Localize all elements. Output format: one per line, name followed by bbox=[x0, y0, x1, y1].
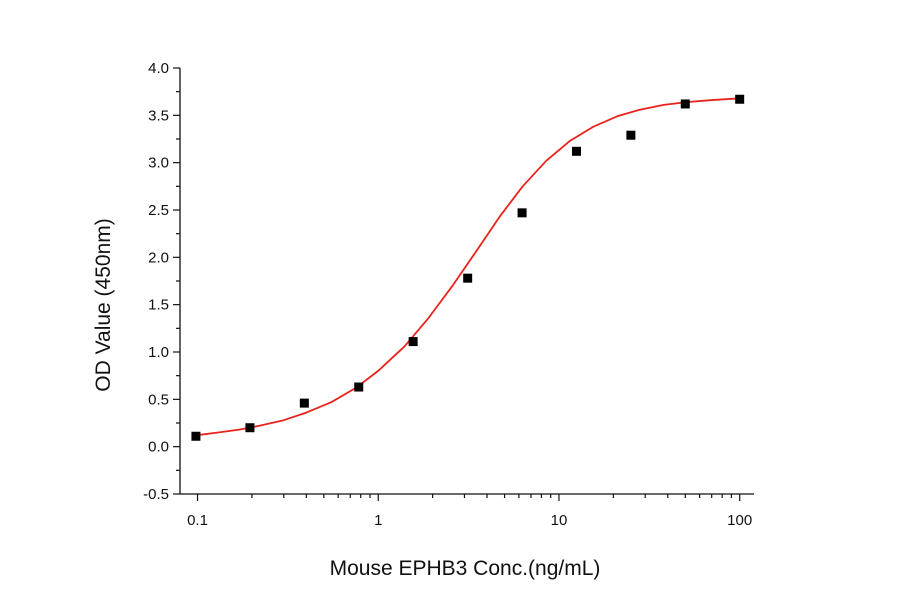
fit-curve-line bbox=[195, 97, 740, 437]
y-tick-label: 1.0 bbox=[148, 344, 169, 361]
data-point bbox=[680, 99, 690, 109]
y-tick-label: -0.5 bbox=[143, 486, 169, 503]
data-point bbox=[463, 273, 473, 283]
fit-curve-layer bbox=[195, 97, 740, 437]
data-point bbox=[408, 337, 418, 347]
x-tick-label: 100 bbox=[727, 512, 752, 529]
x-axis: 0.1 1 10 100 bbox=[180, 493, 754, 529]
data-point bbox=[191, 431, 201, 441]
y-axis: -0.5 0.0 0.5 1.0 1.5 2.0 2.5 3.0 3.5 4.0 bbox=[143, 60, 181, 503]
y-tick-label: 4.0 bbox=[148, 60, 169, 77]
y-tick-label: 3.5 bbox=[148, 107, 169, 124]
x-tick-label: 1 bbox=[374, 512, 382, 529]
y-tick-label: 0.5 bbox=[148, 391, 169, 408]
x-axis-title: Mouse EPHB3 Conc.(ng/mL) bbox=[330, 557, 601, 580]
y-tick-label: 0.0 bbox=[148, 439, 169, 456]
data-point bbox=[571, 146, 581, 156]
data-point bbox=[299, 398, 309, 408]
y-tick-label: 2.0 bbox=[148, 249, 169, 266]
x-tick-label: 10 bbox=[551, 512, 568, 529]
y-tick-label: 3.0 bbox=[148, 155, 169, 172]
y-tick-label: 1.5 bbox=[148, 297, 169, 314]
data-point bbox=[354, 382, 364, 392]
data-point bbox=[245, 423, 255, 433]
y-tick-label: 2.5 bbox=[148, 202, 169, 219]
data-point bbox=[517, 208, 527, 218]
x-tick-label: 0.1 bbox=[187, 512, 208, 529]
data-points-layer bbox=[191, 94, 745, 441]
y-axis-title: OD Value (450nm) bbox=[92, 218, 115, 392]
data-point bbox=[735, 94, 745, 104]
data-point bbox=[626, 130, 636, 140]
